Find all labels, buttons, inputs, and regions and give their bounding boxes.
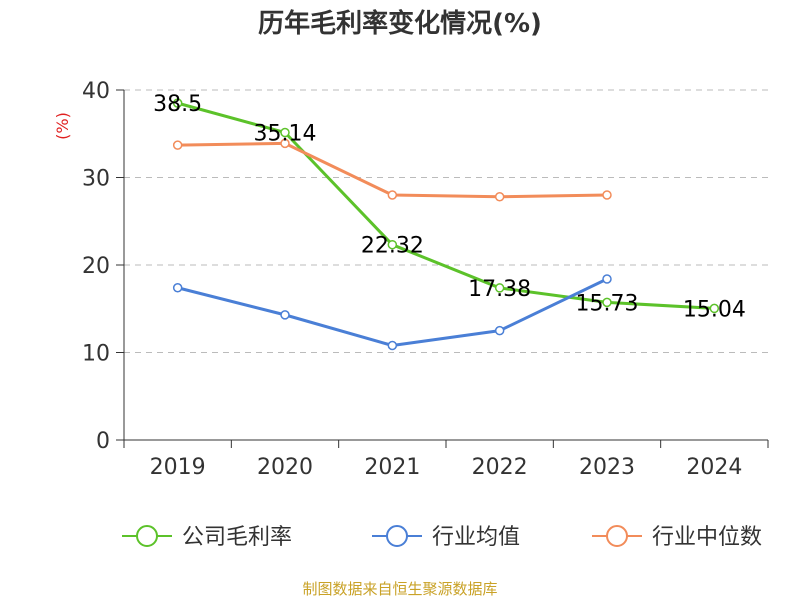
- series-2: [172, 138, 612, 202]
- x-tick-label: 2020: [257, 455, 313, 480]
- axes: 0 10 20 30 40 2019 2020 2021 2022 2023 2024: [82, 79, 769, 480]
- data-point: [387, 340, 398, 351]
- data-point: [172, 140, 183, 150]
- data-point: [494, 325, 505, 336]
- x-tick-label: 2022: [472, 455, 528, 480]
- legend: 公司毛利率 行业均值 行业中位数: [122, 525, 762, 550]
- data-point: [387, 239, 398, 250]
- legend-item-2: 行业中位数: [592, 525, 762, 550]
- legend-marker: [136, 525, 158, 547]
- source-note: 制图数据来自恒生聚源数据库: [302, 580, 497, 598]
- legend-marker: [386, 525, 408, 547]
- data-label: 15.04: [683, 297, 746, 322]
- legend-marker: [606, 525, 628, 547]
- chart-title: 历年毛利率变化情况(%): [258, 8, 542, 39]
- legend-label: 行业均值: [432, 525, 520, 550]
- data-point: [280, 138, 290, 149]
- y-tick-label: 40: [82, 79, 110, 104]
- data-point: [709, 303, 720, 314]
- data-label: 17.38: [468, 277, 531, 302]
- data-point: [387, 190, 398, 200]
- y-tick-label: 20: [82, 254, 110, 279]
- y-tick-label: 30: [82, 167, 110, 192]
- data-point: [280, 310, 290, 320]
- series-1: [172, 274, 612, 351]
- series-line: [177, 141, 608, 199]
- data-point: [494, 192, 505, 202]
- grid-lines: [124, 89, 768, 353]
- y-tick-label: 0: [96, 429, 110, 454]
- x-tick-label: 2023: [579, 455, 635, 480]
- legend-label: 公司毛利率: [182, 525, 292, 550]
- data-point: [280, 127, 290, 138]
- data-point: [172, 283, 183, 293]
- x-tick-label: 2024: [686, 455, 742, 480]
- series-0: [172, 98, 720, 314]
- data-point: [494, 283, 505, 293]
- data-point: [172, 98, 183, 108]
- series-line: [177, 101, 715, 310]
- data-point: [602, 297, 612, 308]
- series-lines: [172, 98, 720, 351]
- legend-item-0: 公司毛利率: [122, 525, 292, 550]
- data-point: [602, 274, 612, 284]
- y-axis-unit-label: (%): [53, 112, 72, 140]
- data-point: [602, 190, 612, 200]
- y-tick-label: 10: [82, 342, 110, 367]
- legend-item-1: 行业均值: [372, 525, 520, 550]
- legend-label: 行业中位数: [652, 525, 762, 550]
- data-label: 38.5: [153, 92, 202, 117]
- x-tick-label: 2019: [150, 455, 206, 480]
- series-line: [177, 277, 608, 347]
- data-label: 22.32: [361, 234, 424, 259]
- data-label: 35.14: [254, 122, 317, 147]
- data-labels: 38.5 35.14 22.32 17.38 15.73 15.04: [153, 92, 746, 322]
- x-tick-label: 2021: [364, 455, 420, 480]
- data-label: 15.73: [576, 291, 639, 316]
